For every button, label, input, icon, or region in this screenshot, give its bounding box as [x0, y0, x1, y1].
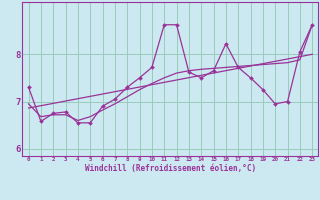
- X-axis label: Windchill (Refroidissement éolien,°C): Windchill (Refroidissement éolien,°C): [85, 164, 256, 173]
